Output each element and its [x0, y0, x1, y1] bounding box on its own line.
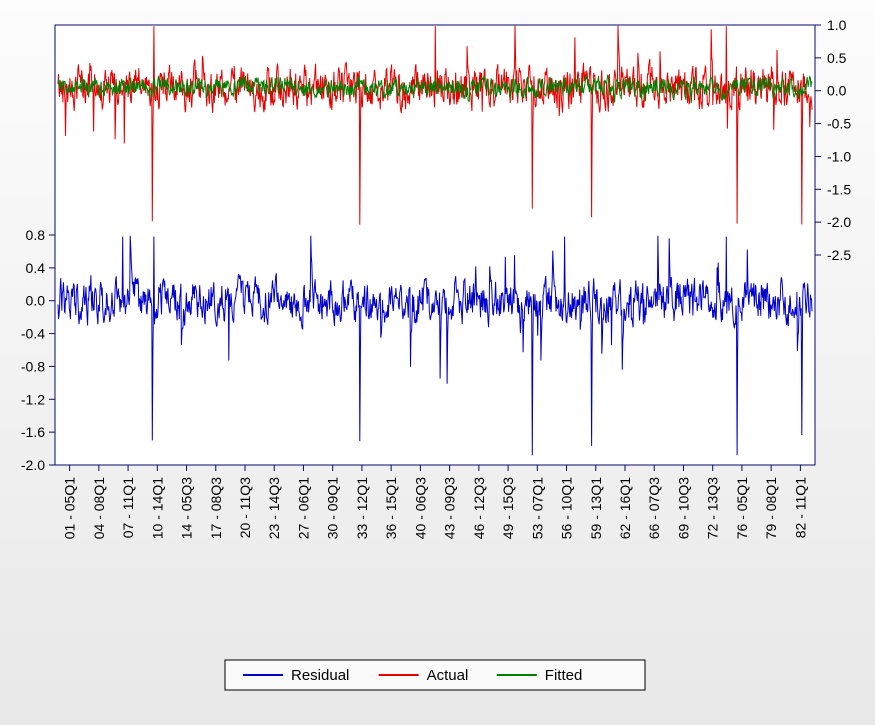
right-axis-tick-label: 0.0	[827, 83, 847, 99]
x-axis-tick-label: 07 - 11Q1	[120, 477, 136, 538]
left-axis-tick-label: 0.4	[26, 260, 46, 276]
legend-label: Residual	[291, 667, 349, 684]
x-axis-tick-label: 59 - 13Q1	[588, 477, 604, 539]
chart-svg: 1.0 0.5 0.0 -0.5 -1.0 -1.5 -2.0 -2.5 0.8 0.4 0.0 -0…	[0, 0, 875, 725]
x-axis-tick-label: 62 - 16Q1	[617, 477, 633, 539]
left-axis-tick-label: -1.2	[21, 391, 45, 407]
left-axis-tick-label: 0.8	[26, 227, 46, 243]
left-axis-tick-label: -1.6	[21, 424, 45, 440]
x-axis-tick-label: 49 - 15Q3	[500, 477, 516, 539]
x-axis-tick-label: 56 - 10Q1	[559, 477, 575, 539]
legend-label: Actual	[427, 667, 469, 684]
x-axis-tick-label: 14 - 05Q3	[179, 477, 195, 539]
right-axis-tick-label: -1.5	[827, 181, 851, 197]
x-axis-tick-label: 43 - 09Q3	[442, 477, 458, 539]
right-axis-tick-label: -0.5	[827, 116, 851, 132]
x-axis-tick-label: 33 - 12Q1	[354, 477, 370, 539]
x-axis-tick-label: 27 - 06Q1	[295, 477, 311, 539]
x-axis-tick-label: 76 - 05Q1	[734, 477, 750, 539]
x-axis-tick-label: 01 - 05Q1	[62, 477, 78, 539]
legend-label: Fitted	[545, 667, 583, 684]
right-axis-tick-label: 1.0	[827, 17, 847, 33]
right-axis-tick-label: 0.5	[827, 50, 847, 66]
x-axis-tick-label: 79 - 08Q1	[763, 477, 779, 539]
x-axis-tick-label: 69 - 10Q3	[675, 477, 691, 539]
x-axis-tick-label: 46 - 12Q3	[471, 477, 487, 539]
left-axis-tick-label: -2.0	[21, 457, 45, 473]
x-axis-tick-label: 36 - 15Q1	[383, 477, 399, 539]
right-axis-tick-label: -1.0	[827, 148, 851, 164]
left-axis-tick-label: -0.4	[21, 326, 45, 342]
x-axis-tick-label: 10 - 14Q1	[149, 477, 165, 539]
chart-container: 1.0 0.5 0.0 -0.5 -1.0 -1.5 -2.0 -2.5 0.8 0.4 0.0 -0…	[0, 0, 875, 725]
x-axis-tick-label: 17 - 08Q3	[208, 477, 224, 539]
x-axis-tick-label: 04 - 08Q1	[91, 477, 107, 539]
right-axis-tick-label: -2.5	[827, 247, 851, 263]
left-axis-tick-label: 0.0	[26, 293, 46, 309]
left-axis-tick-label: -0.8	[21, 358, 45, 374]
right-axis-tick-label: -2.0	[827, 214, 851, 230]
x-axis-tick-label: 53 - 07Q1	[529, 477, 545, 539]
x-axis-tick-label: 30 - 09Q1	[325, 477, 341, 539]
x-axis-tick-label: 66 - 07Q3	[646, 477, 662, 539]
x-axis-tick-label: 82 - 11Q1	[792, 477, 808, 538]
x-axis-tick-label: 72 - 13Q3	[705, 477, 721, 539]
x-axis-tick-label: 23 - 14Q3	[266, 477, 282, 539]
x-axis-tick-label: 20 - 11Q3	[237, 477, 253, 538]
x-axis-tick-label: 40 - 06Q3	[412, 477, 428, 539]
